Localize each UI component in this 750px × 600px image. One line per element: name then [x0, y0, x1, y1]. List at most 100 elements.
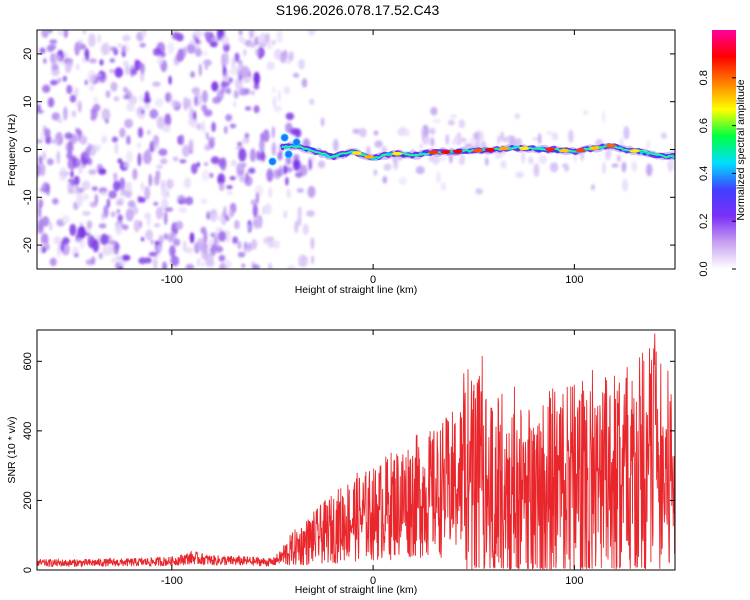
noise-blob	[485, 157, 489, 166]
noise-blob	[117, 158, 123, 164]
noise-blob	[421, 126, 425, 141]
y-tick-label: 20	[22, 48, 34, 60]
noise-blob	[264, 203, 272, 215]
noise-blob	[204, 144, 212, 151]
noise-blob	[238, 148, 247, 162]
noise-blob	[271, 142, 276, 156]
noise-blob	[137, 63, 145, 70]
noise-blob	[591, 184, 595, 191]
noise-blob	[37, 139, 44, 144]
noise-blob	[180, 197, 186, 203]
noise-blob	[185, 263, 195, 269]
noise-blob	[602, 110, 606, 124]
noise-blob	[424, 127, 429, 134]
noise-blob	[183, 240, 187, 253]
noise-blob	[190, 71, 196, 78]
noise-blob	[150, 239, 154, 245]
noise-blob	[132, 206, 139, 215]
noise-blob	[155, 170, 161, 181]
noise-blob	[164, 207, 174, 212]
noise-blob	[185, 246, 194, 254]
noise-blob	[50, 139, 59, 144]
noise-blob	[306, 210, 315, 217]
signal-hotspot	[472, 148, 483, 153]
noise-blob	[622, 178, 629, 192]
noise-blob	[298, 59, 305, 70]
noise-blob	[201, 169, 211, 181]
noise-blob	[564, 163, 570, 172]
noise-blob	[56, 150, 61, 164]
noise-blob	[398, 126, 408, 137]
noise-blob	[70, 170, 74, 178]
noise-blob	[310, 237, 315, 250]
noise-blob	[297, 216, 302, 227]
noise-blob	[294, 220, 299, 234]
noise-blob	[148, 173, 152, 187]
noise-blob	[147, 129, 151, 136]
noise-blob	[533, 163, 540, 178]
noise-blob	[237, 251, 246, 258]
noise-blob	[105, 119, 109, 124]
noise-blob	[223, 206, 227, 219]
noise-blob	[229, 67, 239, 76]
noise-blob	[117, 43, 122, 48]
noise-blob	[212, 96, 222, 104]
noise-blob	[398, 177, 408, 186]
noise-blob	[208, 238, 213, 248]
noise-blob	[232, 236, 239, 244]
noise-blob	[100, 233, 109, 246]
noise-blob	[76, 187, 85, 194]
noise-blob	[101, 42, 111, 56]
noise-blob	[81, 56, 87, 64]
noise-blob	[113, 180, 121, 192]
noise-blob	[239, 87, 248, 96]
noise-blob	[430, 106, 438, 116]
noise-blob	[266, 61, 275, 71]
noise-blob	[68, 140, 73, 154]
noise-blob	[288, 51, 294, 62]
noise-blob	[549, 162, 559, 173]
noise-blob	[66, 151, 73, 160]
noise-blob	[204, 65, 208, 70]
signal-hotspot	[452, 149, 463, 154]
noise-blob	[43, 58, 47, 64]
noise-blob	[229, 209, 235, 218]
noise-blob	[285, 176, 289, 186]
noise-blob	[93, 96, 99, 104]
noise-blob	[374, 140, 383, 148]
noise-blob	[46, 44, 56, 50]
noise-blob	[122, 34, 131, 42]
noise-blob	[94, 73, 103, 78]
noise-blob	[270, 39, 277, 46]
noise-blob	[272, 96, 277, 108]
noise-blob	[248, 167, 256, 174]
noise-blob	[229, 176, 236, 181]
noise-blob	[126, 135, 131, 146]
noise-blob	[49, 39, 58, 44]
noise-blob	[156, 42, 166, 55]
noise-blob	[252, 204, 258, 218]
colorbar-tick-label: 0.8	[698, 70, 710, 85]
noise-blob	[122, 224, 129, 231]
snr-chart: -100 0 100 0 200 400 600 Height of straight li…	[6, 329, 676, 596]
noise-blob	[73, 252, 79, 258]
noise-blob	[138, 257, 147, 265]
noise-blob	[224, 259, 232, 269]
y-tick-label: 10	[22, 96, 34, 108]
noise-blob	[121, 254, 131, 261]
noise-blob	[62, 237, 70, 245]
noise-blob	[295, 171, 303, 178]
noise-blob	[604, 151, 612, 161]
noise-blob	[583, 110, 589, 115]
signal-hotspot	[428, 150, 439, 155]
noise-blob	[532, 136, 540, 141]
noise-blob	[140, 182, 145, 192]
noise-blob	[247, 242, 252, 252]
noise-blob	[196, 237, 205, 252]
signal-hotspot	[352, 151, 362, 155]
noise-blob	[160, 158, 168, 165]
noise-blob	[179, 159, 187, 164]
noise-blob	[454, 135, 461, 143]
noise-blob	[218, 254, 226, 262]
noise-blob	[203, 59, 212, 66]
